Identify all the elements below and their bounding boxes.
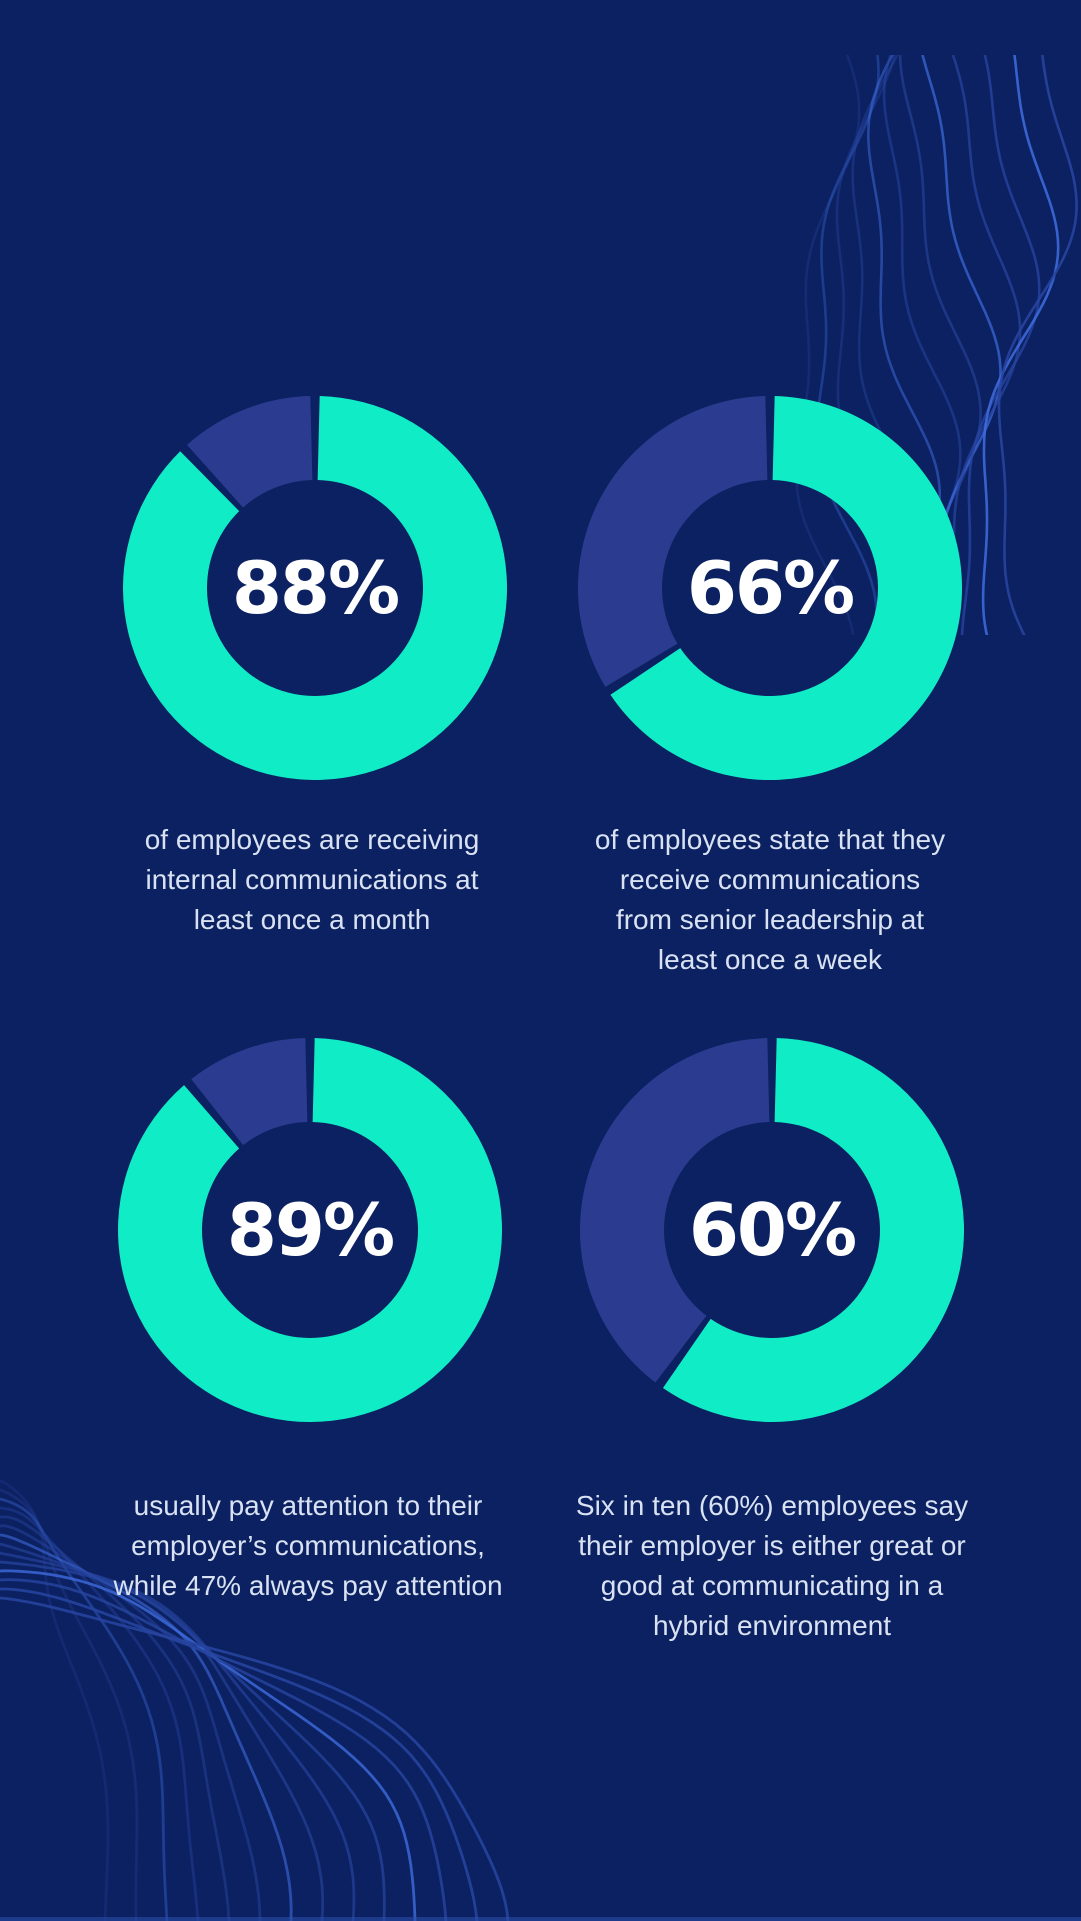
donut-center-value: 89% bbox=[226, 1188, 395, 1272]
donut-center-value: 60% bbox=[688, 1188, 857, 1272]
donut-chart-pay-attention: 89% bbox=[118, 1038, 502, 1422]
donut-chart-leadership-comms-rings bbox=[578, 396, 962, 780]
donut-chart-leadership-comms: 66% bbox=[578, 396, 962, 780]
donut-chart-monthly-comms-rings bbox=[123, 396, 507, 780]
stat-caption-leadership-comms: of employees state that they receive com… bbox=[594, 824, 946, 975]
bottom-edge-accent bbox=[0, 1917, 1081, 1921]
donut-chart-hybrid-comms: 60% bbox=[580, 1038, 964, 1422]
donut-chart-monthly-comms: 88% bbox=[123, 396, 507, 780]
stat-caption-hybrid-comms: Six in ten (60%) employees say their emp… bbox=[575, 1490, 969, 1641]
donut-chart-hybrid-comms-rings bbox=[580, 1038, 964, 1422]
stat-caption-monthly-comms: of employees are receiving internal comm… bbox=[144, 824, 480, 935]
donut-center-value: 66% bbox=[686, 546, 855, 630]
donut-center-value: 88% bbox=[231, 546, 400, 630]
donut-chart-pay-attention-rings bbox=[118, 1038, 502, 1422]
stat-caption-pay-attention: usually pay attention to their employer’… bbox=[113, 1490, 503, 1601]
